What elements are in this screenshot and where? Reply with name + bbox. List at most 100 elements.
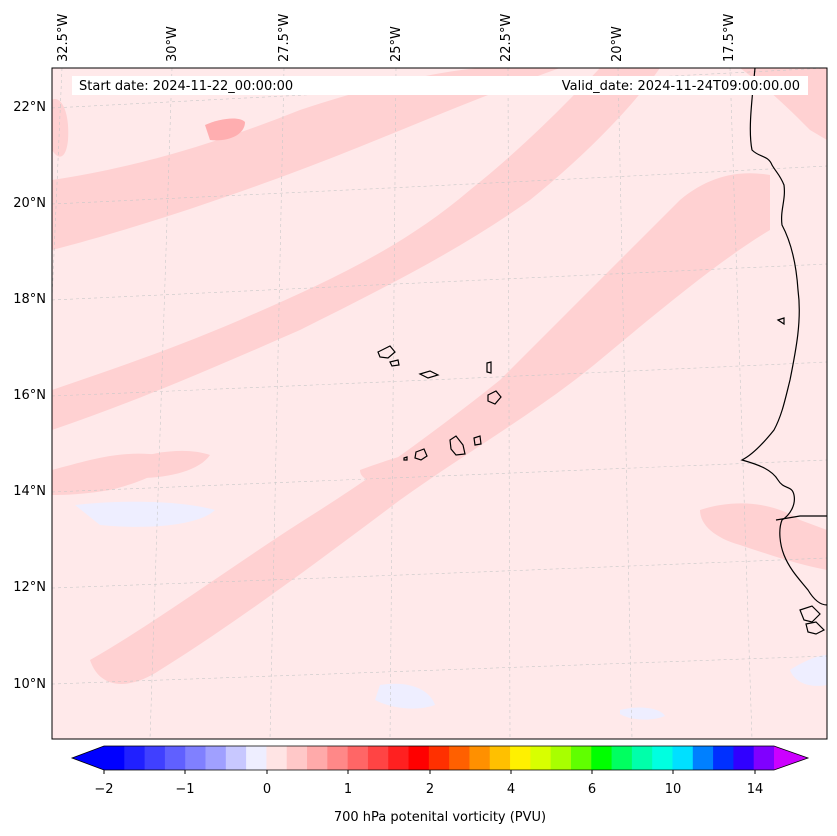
colorbar-tick-label: 1 <box>344 782 352 797</box>
island <box>776 317 785 326</box>
info-banner <box>72 76 808 95</box>
grid-line <box>52 361 827 397</box>
colorbar-tick-label: 10 <box>665 782 682 797</box>
colorbar-swatch <box>408 746 430 770</box>
island <box>449 435 466 456</box>
colorbar-swatch <box>550 746 572 770</box>
grid-line <box>52 68 63 301</box>
longitude-label: 22.5°W <box>499 14 514 62</box>
colorbar-swatch <box>246 746 267 770</box>
colorbar-label: 700 hPa potenital vorticity (PVU) <box>334 810 546 825</box>
colorbar-swatch <box>225 746 247 770</box>
latitude-label: 12°N <box>13 580 46 595</box>
colorbar-swatch <box>692 746 714 770</box>
latitude-label: 16°N <box>13 388 46 403</box>
pv-band <box>52 68 560 250</box>
colorbar-swatch <box>713 746 734 770</box>
colorbar-tick-label: 14 <box>747 782 764 797</box>
pv-low <box>375 683 435 709</box>
colorbar-swatch <box>489 746 511 770</box>
colorbar-swatch <box>652 746 673 770</box>
colorbar-swatch <box>753 746 775 770</box>
pv-band <box>700 503 827 570</box>
latitude-label: 18°N <box>13 292 46 307</box>
colorbar-swatch <box>144 746 166 770</box>
longitude-label: 17.5°W <box>722 14 737 62</box>
island <box>487 390 502 405</box>
colorbar-swatch <box>510 746 531 770</box>
pv-band <box>130 450 210 478</box>
longitude-label: 25°W <box>389 26 404 62</box>
africa-coast <box>805 621 826 635</box>
grid-line <box>389 68 397 739</box>
colorbar-swatch <box>307 746 328 770</box>
grid-line <box>149 68 173 739</box>
latitude-label: 20°N <box>13 196 46 211</box>
grid-line <box>52 557 827 589</box>
africa-coast <box>740 68 827 606</box>
colorbar-swatch <box>327 746 349 770</box>
africa-coast <box>775 515 827 521</box>
coastline <box>377 68 827 635</box>
colorbar-swatch <box>530 746 552 770</box>
colorbar-swatch <box>733 746 755 770</box>
grid-line <box>52 459 827 493</box>
pv-low <box>790 655 827 686</box>
colorbar-swatch <box>388 746 410 770</box>
longitude-label: 27.5°W <box>277 14 292 62</box>
colorbar-swatch <box>570 746 592 770</box>
colorbar-swatch <box>185 746 207 770</box>
longitude-label: 32.5°W <box>56 14 71 62</box>
island <box>414 448 428 461</box>
longitude-label: 30°W <box>165 26 180 62</box>
colorbar-swatch <box>164 746 186 770</box>
colorbar-swatch <box>672 746 694 770</box>
pv-band <box>52 99 69 157</box>
island <box>403 456 408 461</box>
start-date-text: Start date: 2024-11-22_00:00:00 <box>79 79 293 94</box>
colorbar-tick-label: 6 <box>588 782 596 797</box>
island <box>377 345 396 359</box>
africa-coast <box>799 605 821 623</box>
pv-low <box>75 501 215 527</box>
grid-line <box>52 655 827 685</box>
longitude-labels: 32.5°W 30°W 27.5°W 25°W 22.5°W 20°W 17.5°W <box>56 14 737 62</box>
colorbar-swatch <box>611 746 633 770</box>
grid-line <box>269 68 285 739</box>
latitude-label: 14°N <box>13 484 46 499</box>
longitude-label: 20°W <box>610 26 625 62</box>
valid-date-text: Valid_date: 2024-11-24T09:00:00.00 <box>562 79 800 94</box>
colorbar-tick-label: 0 <box>263 782 271 797</box>
grid-line <box>52 263 827 301</box>
colorbar-swatch <box>124 746 146 770</box>
grid-line <box>617 68 633 739</box>
island <box>418 370 440 379</box>
pv-core <box>205 118 245 141</box>
latitude-label: 22°N <box>13 100 46 115</box>
colorbar-tick-label: −1 <box>175 782 194 797</box>
colorbar-swatch <box>347 746 369 770</box>
island <box>389 359 400 367</box>
grid-line <box>52 68 827 109</box>
grid-line <box>52 165 827 205</box>
colorbar-swatch <box>428 746 450 770</box>
colorbar-swatch <box>104 746 125 770</box>
colorbar-swatch <box>449 746 470 770</box>
grid-line <box>507 68 511 739</box>
colorbar-tick-label: 4 <box>507 782 515 797</box>
island <box>473 435 482 446</box>
pv-band <box>360 440 472 483</box>
pv-band <box>90 173 770 684</box>
colorbar-swatch <box>631 746 653 770</box>
colorbar-tick-label: −2 <box>94 782 113 797</box>
colorbar-swatch <box>591 746 613 770</box>
island <box>486 361 492 374</box>
colorbar-extend-max <box>774 746 808 770</box>
colorbar-swatch <box>367 746 389 770</box>
colorbar-swatch <box>286 746 308 770</box>
colorbar-tick-label: 2 <box>426 782 434 797</box>
colorbar-swatch <box>266 746 288 770</box>
colorbar-extend-min <box>72 746 104 770</box>
map-frame <box>51 67 828 740</box>
